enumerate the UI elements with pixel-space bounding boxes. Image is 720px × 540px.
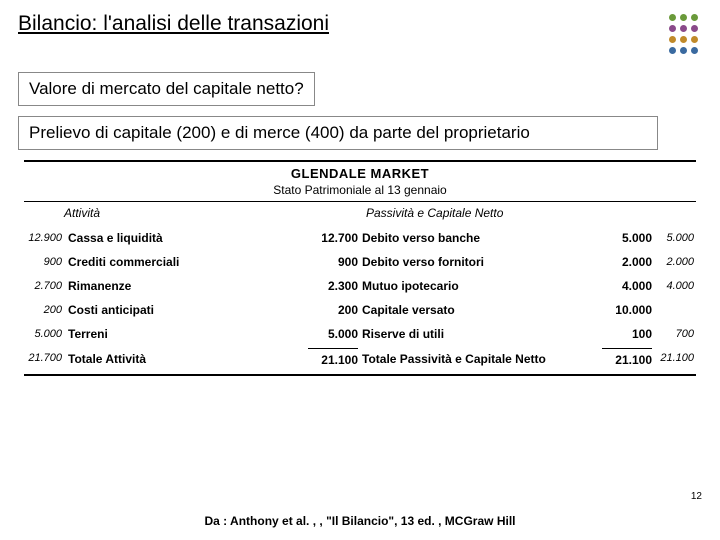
liability-extra: 4.000 [652,280,694,292]
liability-extra: 5.000 [652,232,694,244]
asset-value: 2.300 [308,279,358,293]
transaction-box: Prelievo di capitale (200) e di merce (4… [18,116,658,150]
liability-label: Mutuo ipotecario [362,279,602,293]
asset-row: 5.000Terreni5.000 [26,322,358,346]
decorative-dots [669,14,698,54]
liability-row: Capitale versato10.000 [362,298,694,322]
total-liab-value: 21.100 [602,351,652,367]
old-total-assets: 21.700 [26,352,68,364]
liability-label: Debito verso fornitori [362,255,602,269]
liability-label: Capitale versato [362,303,602,317]
old-value: 5.000 [26,328,68,340]
asset-row: 2.700Rimanenze2.300 [26,274,358,298]
asset-label: Rimanenze [68,279,308,293]
liabilities-heading: Passività e Capitale Netto [362,204,694,226]
total-liab-label: Totale Passività e Capitale Netto [362,350,602,366]
liability-row: Riserve di utili100700 [362,322,694,346]
citation-footer: Da : Anthony et al. , , "Il Bilancio", 1… [0,514,720,528]
statement-date: Stato Patrimoniale al 13 gennaio [24,183,696,197]
total-liabilities-row: Totale Passività e Capitale Netto 21.100… [362,346,694,372]
asset-label: Cassa e liquidità [68,231,308,245]
assets-heading: Attività [26,204,358,226]
slide-title: Bilancio: l'analisi delle transazioni [18,12,329,36]
liability-value: 100 [602,327,652,341]
liability-label: Riserve di utili [362,327,602,341]
old-value: 900 [26,256,68,268]
balance-sheet: GLENDALE MARKET Stato Patrimoniale al 13… [18,160,702,376]
asset-row: 200Costi anticipati200 [26,298,358,322]
total-assets-label: Totale Attività [68,350,308,366]
asset-value: 5.000 [308,327,358,341]
liability-extra: 2.000 [652,256,694,268]
liability-value: 2.000 [602,255,652,269]
slide-number: 12 [691,491,702,502]
old-value: 200 [26,304,68,316]
liability-value: 10.000 [602,303,652,317]
old-value: 12.900 [26,232,68,244]
total-assets-value: 21.100 [308,351,358,367]
total-assets-row: 21.700 Totale Attività 21.100 [26,346,358,372]
liability-row: Mutuo ipotecario4.0004.000 [362,274,694,298]
asset-label: Terreni [68,327,308,341]
company-name: GLENDALE MARKET [24,166,696,181]
liability-extra: 700 [652,328,694,340]
liability-row: Debito verso fornitori2.0002.000 [362,250,694,274]
asset-value: 200 [308,303,358,317]
question-box: Valore di mercato del capitale netto? [18,72,315,106]
liability-value: 5.000 [602,231,652,245]
asset-row: 12.900Cassa e liquidità12.700 [26,226,358,250]
asset-value: 900 [308,255,358,269]
liability-label: Debito verso banche [362,231,602,245]
liability-value: 4.000 [602,279,652,293]
asset-label: Crediti commerciali [68,255,308,269]
asset-row: 900Crediti commerciali900 [26,250,358,274]
liability-row: Debito verso banche5.0005.000 [362,226,694,250]
total-liab-extra: 21.100 [652,352,694,364]
asset-label: Costi anticipati [68,303,308,317]
asset-value: 12.700 [308,231,358,245]
old-value: 2.700 [26,280,68,292]
